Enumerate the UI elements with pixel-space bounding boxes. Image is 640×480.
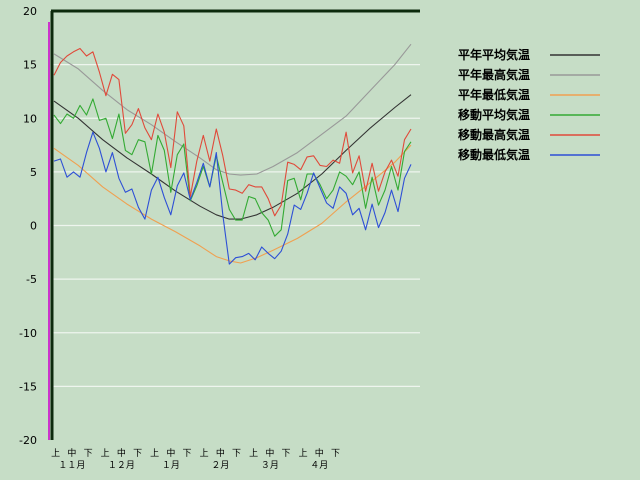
x-period-label: 中 bbox=[117, 447, 126, 459]
x-period-label: 上 bbox=[200, 448, 209, 459]
y-axis-ticks: 20 15 10 5 0 -5 -10 -15 -20 bbox=[19, 5, 37, 447]
x-month-label: １１月 bbox=[58, 460, 85, 471]
legend-label-normal-min: 平年最低気温 bbox=[458, 87, 530, 102]
series-line-normal-max bbox=[53, 43, 412, 176]
y-tick-label: -15 bbox=[19, 380, 37, 393]
legend-label-moving-mean: 移動平均気温 bbox=[458, 107, 530, 122]
legend-label-normal-max: 平年最高気温 bbox=[458, 67, 530, 82]
x-period-label: 上 bbox=[249, 448, 258, 459]
x-period-label: 下 bbox=[84, 449, 93, 459]
series-line-moving-min bbox=[53, 131, 412, 265]
x-period-label: 上 bbox=[150, 448, 159, 459]
x-period-label: 中 bbox=[265, 447, 274, 459]
legend-label-moving-min: 移動最低気温 bbox=[458, 147, 530, 162]
x-period-label: 上 bbox=[51, 448, 60, 459]
x-month-label: ４月 bbox=[310, 460, 328, 471]
y-tick-label: -10 bbox=[19, 327, 37, 340]
series-line-normal-min bbox=[53, 144, 412, 264]
y-tick-label: 0 bbox=[30, 220, 37, 233]
x-period-label: 中 bbox=[315, 447, 324, 459]
x-period-label: 中 bbox=[67, 447, 76, 459]
x-month-label: １月 bbox=[162, 460, 180, 471]
x-period-label: 下 bbox=[282, 449, 291, 459]
x-axis-ticks: 上中下１１月上中下１２月上中下１月上中下２月上中下３月上中下４月 bbox=[51, 447, 340, 471]
x-period-label: 上 bbox=[101, 448, 110, 459]
x-month-label: ３月 bbox=[261, 460, 279, 471]
grid-lines bbox=[51, 64, 420, 387]
x-period-label: 下 bbox=[183, 449, 192, 459]
y-tick-label: -5 bbox=[26, 273, 37, 286]
series-line-normal-mean bbox=[53, 94, 412, 220]
series-lines bbox=[53, 43, 412, 265]
y-tick-label: 15 bbox=[23, 59, 37, 72]
plot-frame bbox=[48, 9, 420, 440]
y-tick-label: 5 bbox=[30, 166, 37, 179]
x-month-label: １２月 bbox=[108, 460, 135, 471]
y-tick-label: -20 bbox=[19, 434, 37, 447]
x-period-label: 下 bbox=[331, 449, 340, 459]
x-period-label: 下 bbox=[133, 449, 142, 459]
series-line-moving-mean bbox=[53, 98, 412, 237]
x-month-label: ２月 bbox=[211, 460, 229, 471]
y-tick-label: 20 bbox=[23, 5, 37, 18]
x-period-label: 中 bbox=[166, 447, 175, 459]
x-period-label: 上 bbox=[299, 448, 308, 459]
y-tick-label: 10 bbox=[23, 112, 37, 125]
x-period-label: 中 bbox=[216, 447, 225, 459]
x-period-label: 下 bbox=[232, 449, 241, 459]
legend-label-moving-max: 移動最高気温 bbox=[458, 127, 530, 142]
legend-label-normal-mean: 平年平均気温 bbox=[458, 47, 530, 62]
series-line-moving-max bbox=[53, 47, 412, 217]
